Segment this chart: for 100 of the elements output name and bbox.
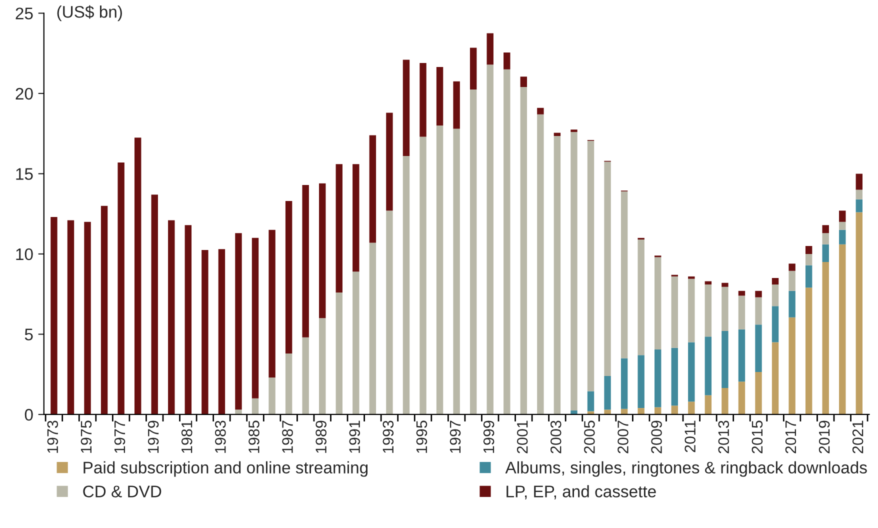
x-tick-label: 2021	[852, 420, 864, 454]
bar	[520, 76, 528, 88]
x-tick-label: 1981	[181, 420, 192, 453]
y-tick-label: 20	[16, 88, 33, 100]
x-tick-label: 1991	[349, 420, 360, 453]
bar	[822, 225, 829, 234]
y-axis-title: (US$ bn)	[57, 5, 122, 22]
bar	[856, 199, 863, 212]
bar	[604, 162, 611, 376]
bar	[352, 164, 360, 272]
bar	[671, 348, 678, 406]
bar	[453, 81, 460, 129]
bar	[755, 372, 762, 414]
bar	[504, 52, 510, 70]
bar	[118, 162, 124, 414]
bar	[805, 265, 812, 288]
bar	[839, 244, 846, 414]
bar	[420, 62, 426, 137]
bar	[722, 331, 728, 388]
bar	[587, 391, 594, 412]
x-tick-label: 1975	[80, 420, 92, 453]
x-tick-label: 2007	[618, 420, 628, 454]
bar	[470, 48, 477, 90]
bar	[620, 191, 628, 358]
x-tick-label: 2005	[584, 420, 595, 454]
bar	[620, 358, 628, 409]
bar	[336, 292, 342, 414]
y-tick-label: 25	[16, 8, 33, 20]
bar	[856, 212, 863, 414]
bar	[638, 240, 644, 356]
legend-label: LP, EP, and cassette	[506, 485, 656, 500]
bar	[704, 395, 712, 414]
bar	[839, 230, 846, 244]
x-tick-label: 2019	[818, 420, 830, 454]
bar	[738, 329, 746, 382]
bar	[554, 136, 561, 414]
y-tick-label: 0	[24, 408, 33, 421]
bar	[688, 402, 695, 414]
bar	[168, 220, 175, 414]
x-tick-label: 1985	[248, 420, 260, 453]
x-tick-label: 2011	[684, 420, 696, 452]
bar	[788, 290, 796, 318]
bar	[352, 272, 360, 414]
legend-label: CD & DVD	[83, 486, 162, 498]
bar	[755, 290, 762, 298]
x-tick-label: 1995	[416, 420, 428, 453]
bar	[671, 406, 678, 414]
bar	[252, 238, 259, 398]
bar	[151, 194, 158, 414]
bar	[604, 410, 611, 414]
bar	[722, 286, 728, 332]
bar	[285, 201, 292, 354]
bar	[839, 210, 846, 222]
x-tick-label: 1987	[282, 420, 293, 453]
bar	[302, 337, 309, 414]
bar	[805, 246, 812, 254]
bar	[285, 353, 292, 414]
bar	[369, 242, 376, 414]
bar	[704, 284, 712, 337]
bar	[202, 250, 208, 414]
bar	[688, 276, 695, 279]
bar	[386, 210, 393, 414]
x-tick-label: 1977	[114, 420, 126, 453]
bar	[84, 222, 91, 414]
bar	[772, 284, 779, 306]
x-tick-label: 1999	[483, 420, 494, 453]
x-tick-label: 1989	[316, 420, 326, 453]
bar	[470, 89, 477, 414]
bar	[537, 108, 544, 114]
bar	[520, 87, 528, 414]
x-tick-label: 1983	[214, 420, 226, 453]
bar	[50, 217, 58, 414]
bar	[688, 278, 695, 342]
bar	[638, 355, 644, 408]
bar	[537, 114, 544, 414]
bar	[822, 244, 829, 262]
bar	[100, 206, 108, 414]
bar	[788, 270, 796, 291]
bar	[134, 138, 142, 414]
bar	[755, 297, 762, 325]
bar	[738, 290, 746, 296]
bar	[252, 398, 259, 414]
bar	[805, 288, 812, 414]
bar	[402, 156, 410, 414]
bar	[772, 306, 779, 342]
bar	[738, 296, 746, 330]
bar	[856, 190, 863, 200]
bar	[402, 60, 410, 156]
legend-label: Paid subscription and online streaming	[84, 461, 368, 477]
x-tick-label: 1979	[148, 420, 159, 453]
bar	[184, 225, 192, 414]
x-tick-label: 2003	[550, 420, 562, 454]
x-tick-label: 2013	[718, 420, 730, 454]
bar	[704, 281, 712, 284]
bar	[738, 382, 746, 414]
y-tick-label: 10	[16, 248, 33, 260]
bar	[235, 410, 242, 414]
bar	[755, 324, 762, 372]
bar	[654, 349, 662, 408]
bar	[570, 132, 578, 410]
